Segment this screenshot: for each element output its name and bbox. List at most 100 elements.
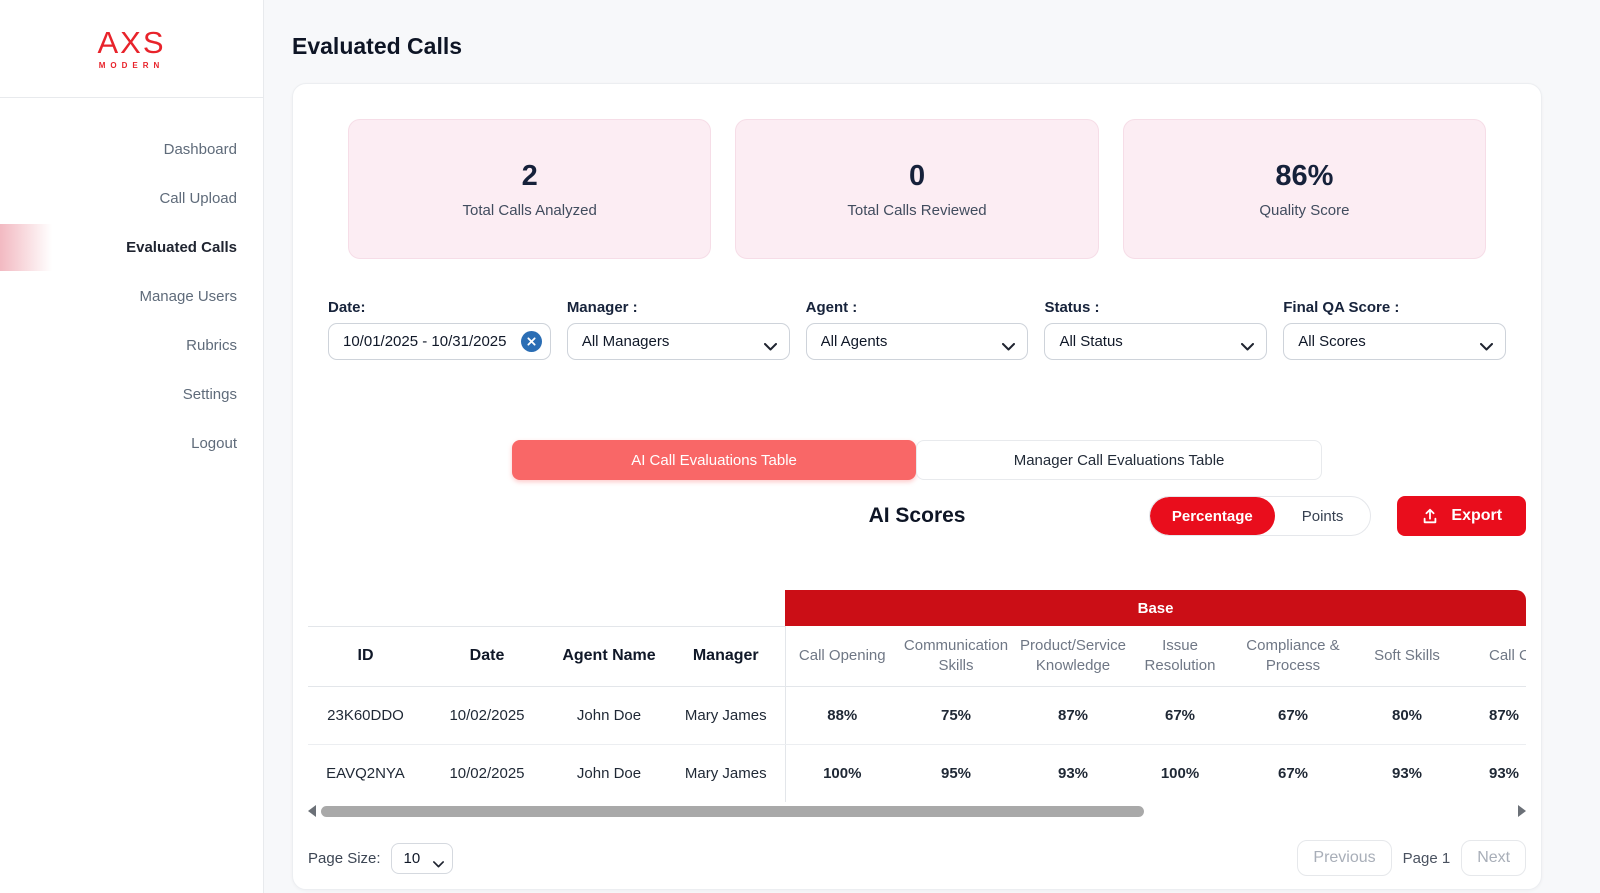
pagination: Previous Page 1 Next xyxy=(1297,840,1527,876)
next-page-button[interactable]: Next xyxy=(1461,840,1527,876)
cell-manager: Mary James xyxy=(667,686,785,745)
column-header-row: ID Date Agent Name Manager Call Opening … xyxy=(308,626,1527,687)
date-range-input[interactable] xyxy=(328,323,551,360)
manager-filter-label: Manager : xyxy=(566,299,638,316)
filter-manager: Manager : All Managers xyxy=(566,299,790,360)
cell-date: 10/02/2025 xyxy=(449,764,525,782)
cell-score: 88% xyxy=(784,686,899,745)
tab-ai-call-evaluations[interactable]: AI Call Evaluations Table xyxy=(512,440,917,480)
cell-manager: Mary James xyxy=(684,764,767,782)
cell-score: 87% xyxy=(1455,686,1527,745)
stat-value: 86% xyxy=(1275,159,1334,192)
status-select[interactable]: All Status xyxy=(1044,323,1268,360)
brand-name: AXS xyxy=(97,25,166,60)
sidebar-item-dashboard[interactable]: Dashboard xyxy=(163,141,237,158)
cell-score: 75% xyxy=(899,686,1013,745)
cell-id: EAVQ2NYA xyxy=(326,764,405,782)
table-row: 23K60DDO 10/02/2025 John Doe Mary James … xyxy=(308,686,1527,745)
status-filter-label: Status : xyxy=(1044,299,1100,316)
stat-value: 2 xyxy=(521,159,538,192)
column-header-product-service-knowledge: Product/Service Knowledge xyxy=(1013,626,1133,687)
cell-score: 93% xyxy=(1391,764,1423,782)
cell-score: 93% xyxy=(1057,764,1089,782)
toggle-points[interactable]: Points xyxy=(1275,497,1371,535)
page-indicator: Page 1 xyxy=(1402,849,1451,867)
scrollbar-track[interactable] xyxy=(321,805,1513,817)
close-icon xyxy=(527,337,536,346)
cell-score: 100% xyxy=(784,744,899,802)
table-row: EAVQ2NYA 10/02/2025 John Doe Mary James … xyxy=(308,744,1526,802)
page-title: Evaluated Calls xyxy=(292,33,463,59)
filter-final-qa-score: Final QA Score : All Scores xyxy=(1283,299,1507,360)
agent-select[interactable]: All Agents xyxy=(805,323,1029,360)
cell-date: 10/02/2025 xyxy=(423,686,551,745)
column-header-manager: Manager xyxy=(667,626,785,687)
stat-label: Quality Score xyxy=(1259,201,1350,219)
clear-date-button[interactable] xyxy=(520,331,542,352)
sidebar-nav: Dashboard Call Upload Evaluated Calls Ma… xyxy=(0,98,263,468)
stat-label: Total Calls Reviewed xyxy=(847,201,987,219)
horizontal-scrollbar[interactable] xyxy=(308,804,1527,818)
group-header-row: Base xyxy=(308,590,1527,627)
agent-filter-label: Agent : xyxy=(805,299,858,316)
content-card: 2 Total Calls Analyzed 0 Total Calls Rev… xyxy=(292,83,1543,890)
toggle-percentage[interactable]: Percentage xyxy=(1149,497,1275,535)
scrollbar-thumb[interactable] xyxy=(321,805,1144,817)
cell-id: 23K60DDO xyxy=(308,686,423,745)
manager-select[interactable]: All Managers xyxy=(566,323,790,360)
sidebar-item-settings[interactable]: Settings xyxy=(182,386,237,403)
column-header-date: Date xyxy=(423,626,551,687)
export-button[interactable]: Export xyxy=(1397,496,1527,536)
previous-page-button[interactable]: Previous xyxy=(1297,840,1392,876)
scroll-right-arrow-icon[interactable] xyxy=(1518,805,1527,817)
tab-manager-call-evaluations[interactable]: Manager Call Evaluations Table xyxy=(916,440,1323,480)
column-header-soft-skills: Soft Skills xyxy=(1359,626,1455,687)
qa-score-filter-label: Final QA Score : xyxy=(1283,299,1400,316)
column-header-agent-name: Agent Name xyxy=(551,626,667,687)
column-header-id: ID xyxy=(308,626,423,687)
stat-card-quality-score: 86% Quality Score xyxy=(1122,119,1487,259)
sidebar-item-label: Evaluated Calls xyxy=(126,239,237,256)
page-size-control: Page Size: 10 xyxy=(308,842,453,874)
cell-score: 95% xyxy=(940,764,972,782)
section-controls: Percentage Points Export xyxy=(1148,496,1527,536)
scroll-left-arrow-icon[interactable] xyxy=(308,805,316,817)
table-footer: Page Size: 10 Previous Page 1 Next xyxy=(308,840,1527,876)
qa-score-select[interactable]: All Scores xyxy=(1283,323,1507,360)
table-tabs: AI Call Evaluations Table Manager Call E… xyxy=(512,440,1323,480)
sidebar-item-call-upload[interactable]: Call Upload xyxy=(159,190,237,207)
sidebar-item-logout[interactable]: Logout xyxy=(191,435,237,452)
filter-date: Date: xyxy=(328,299,551,360)
cell-score: 67% xyxy=(1133,686,1227,745)
active-item-indicator xyxy=(0,224,52,271)
cell-score: 87% xyxy=(1013,686,1133,745)
cell-score: 93% xyxy=(1489,764,1520,782)
stats-row: 2 Total Calls Analyzed 0 Total Calls Rev… xyxy=(308,119,1526,259)
group-header-spacer xyxy=(308,590,785,627)
upload-icon xyxy=(1424,508,1437,524)
stat-value: 0 xyxy=(908,159,926,192)
export-label: Export xyxy=(1451,507,1503,524)
sidebar-item-evaluated-calls[interactable]: Evaluated Calls xyxy=(0,223,263,272)
cell-score: 67% xyxy=(1277,764,1309,782)
page-size-select[interactable]: 10 xyxy=(390,842,453,874)
brand-logo: AXS MODERN xyxy=(0,0,263,98)
sidebar-item-rubrics[interactable]: Rubrics xyxy=(186,337,237,354)
cell-score: 100% xyxy=(1160,764,1200,782)
column-header-issue-resolution: Issue Resolution xyxy=(1133,626,1227,687)
stat-card-total-analyzed: 2 Total Calls Analyzed xyxy=(348,119,712,259)
cell-agent: John Doe xyxy=(551,686,667,745)
cell-score: 80% xyxy=(1359,686,1455,745)
filters-row: Date: Manager : All Managers xyxy=(308,299,1526,360)
date-filter-label: Date: xyxy=(328,299,366,316)
column-header-communication-skills: Communication Skills xyxy=(899,626,1013,687)
sidebar: AXS MODERN Dashboard Call Upload Evaluat… xyxy=(0,0,264,893)
group-header-base: Base xyxy=(785,590,1527,626)
page-size-label: Page Size: xyxy=(308,849,381,867)
section-title: AI Scores xyxy=(868,504,966,527)
filter-agent: Agent : All Agents xyxy=(805,299,1029,360)
cell-score: 67% xyxy=(1227,686,1359,745)
sidebar-item-manage-users[interactable]: Manage Users xyxy=(139,288,237,305)
section-header: AI Scores Percentage Points Export xyxy=(308,496,1527,536)
